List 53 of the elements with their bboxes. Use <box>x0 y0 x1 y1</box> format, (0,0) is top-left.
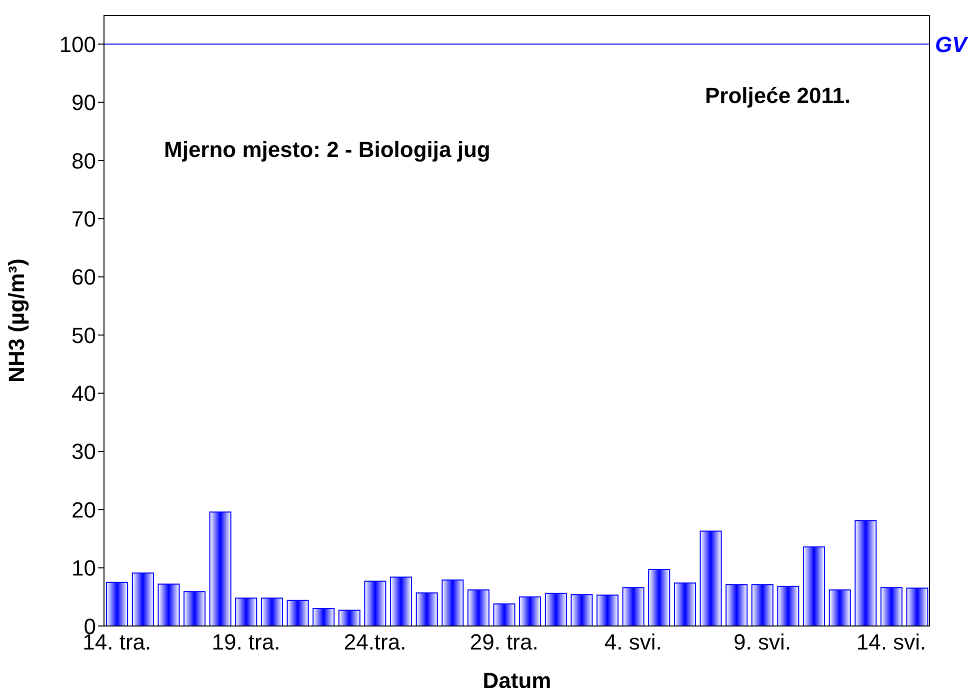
y-tick-label: 80 <box>72 148 96 174</box>
x-tick-label: 14. svi. <box>856 630 926 655</box>
bar <box>106 582 128 626</box>
bar <box>158 584 180 626</box>
bar <box>622 587 644 626</box>
y-tick-label: 40 <box>72 381 96 406</box>
bar <box>286 600 309 626</box>
bar <box>648 569 670 626</box>
bar <box>803 546 826 626</box>
bar <box>570 594 593 626</box>
bar <box>544 592 567 626</box>
bar <box>467 589 490 626</box>
bar <box>674 582 696 626</box>
bar <box>726 584 748 626</box>
ref-line-label: GV <box>935 32 970 57</box>
bar <box>906 588 928 626</box>
bar <box>777 586 800 626</box>
annotation: Proljeće 2011. <box>705 83 851 109</box>
x-tick-label: 19. tra. <box>212 630 280 655</box>
x-tick-label: 24.tra. <box>344 630 406 655</box>
bar <box>416 592 438 626</box>
bar <box>364 580 386 626</box>
bar <box>519 596 542 626</box>
bar <box>751 584 774 626</box>
y-tick-label: 20 <box>72 497 96 522</box>
bar <box>880 587 902 626</box>
bar <box>442 580 464 626</box>
bar <box>209 511 232 626</box>
x-tick-label: 4. svi. <box>604 630 662 655</box>
bar <box>493 603 516 626</box>
y-tick-label: 60 <box>72 264 96 290</box>
y-tick-label: 30 <box>72 439 96 464</box>
x-tick-label: 29. tra. <box>470 630 538 655</box>
bar <box>596 594 619 626</box>
bar <box>184 591 206 626</box>
bar <box>700 530 722 626</box>
bar <box>338 610 360 626</box>
y-axis-title: NH3 (µg/m³) <box>4 258 29 382</box>
bar <box>132 572 154 626</box>
bar <box>235 598 258 626</box>
x-tick-label: 9. svi. <box>733 630 791 655</box>
bar <box>390 576 412 626</box>
y-tick-label: 100 <box>59 32 96 57</box>
y-tick-label: 10 <box>72 556 96 581</box>
bar <box>260 598 283 626</box>
bar <box>828 589 851 626</box>
y-tick-label: 70 <box>72 206 96 232</box>
x-axis-title: Datum <box>482 668 552 693</box>
y-tick-label: 50 <box>72 322 96 348</box>
y-tick-label: 90 <box>72 90 96 116</box>
bar <box>312 608 335 626</box>
bar <box>854 520 877 626</box>
annotation: Mjerno mjesto: 2 - Biologija jug <box>164 137 490 163</box>
